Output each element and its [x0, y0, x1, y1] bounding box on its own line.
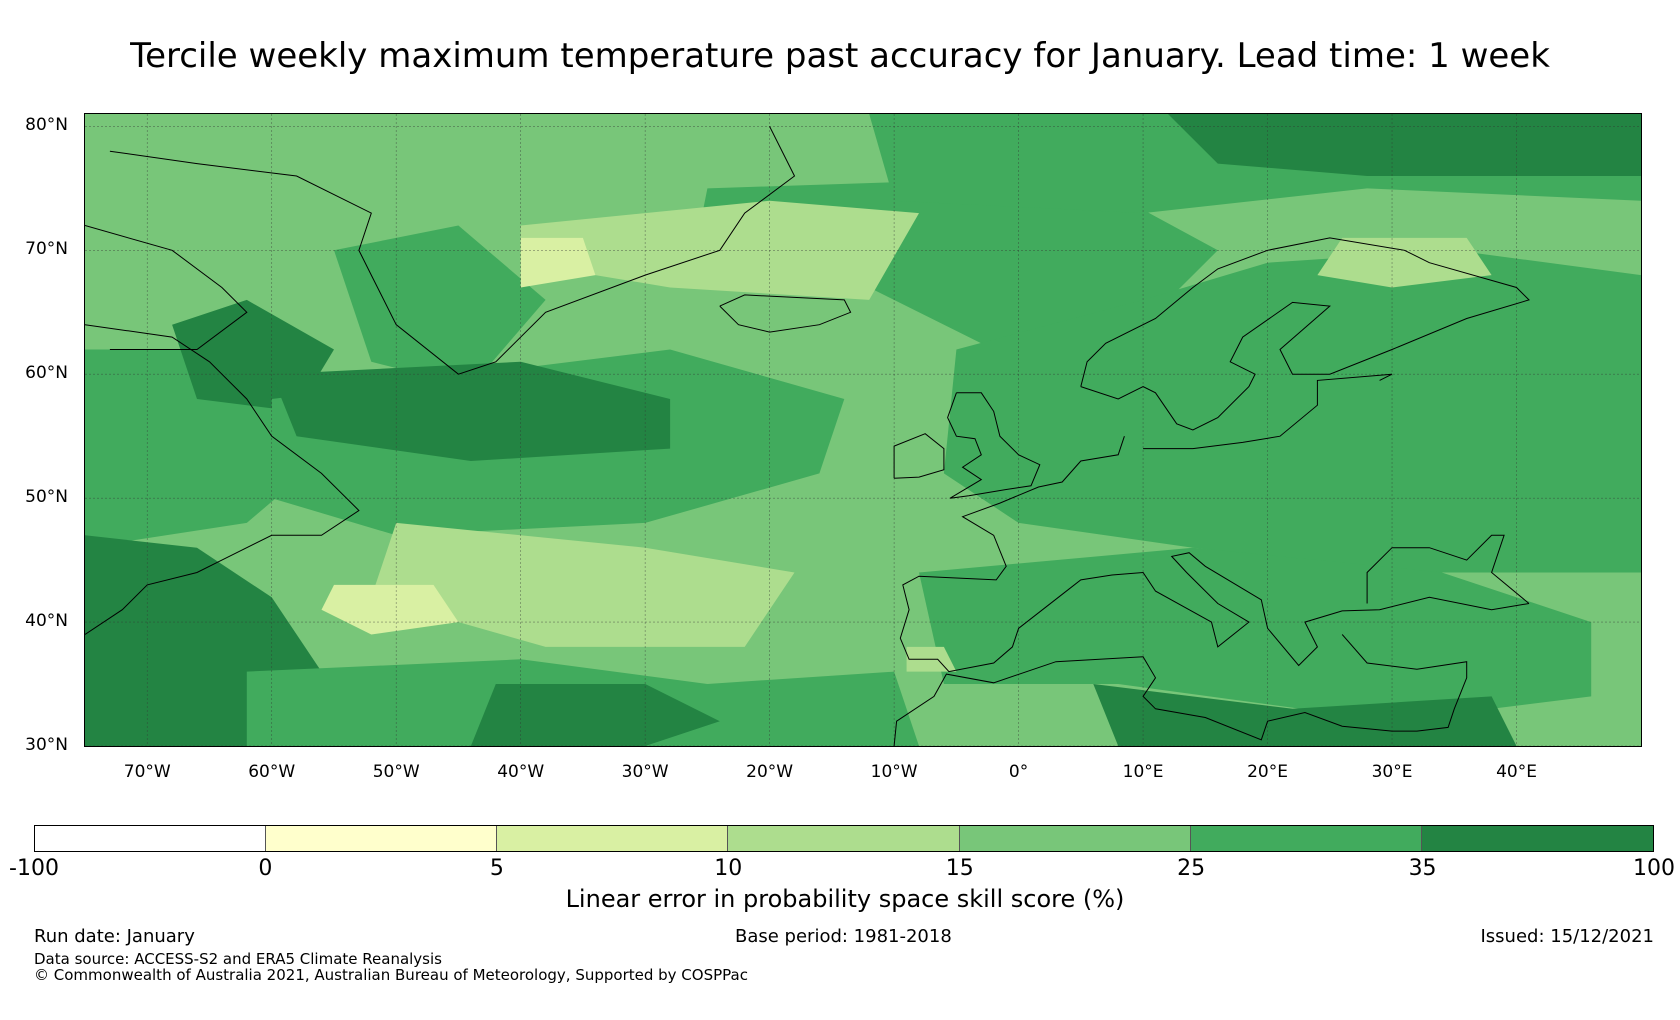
coast-baffin [85, 225, 248, 350]
lon-tick-label: 10°E [1122, 762, 1164, 782]
lon-tick-label: 0° [1008, 762, 1029, 782]
lon-tick-label: 50°W [372, 762, 420, 782]
coast-europe [1143, 373, 1393, 450]
skill-region-lapland-weak [1317, 237, 1492, 288]
skill-region-iceland-weak [520, 237, 596, 288]
coast-west-europe [899, 436, 1530, 673]
skill-region-mediterranean [919, 547, 1592, 722]
coast-scandinavia [1080, 237, 1530, 431]
run-date: Run date: January [34, 926, 195, 947]
lon-tick-label: 30°E [1371, 762, 1413, 782]
colorbar-segment [35, 826, 267, 851]
coast-north-america [85, 324, 360, 635]
colorbar-tick-label: 15 [945, 856, 974, 881]
skill-region-arctic-east-strong [1168, 114, 1641, 176]
data-source: Data source: ACCESS-S2 and ERA5 Climate … [34, 950, 442, 968]
skill-region-azores-weak [371, 522, 795, 647]
coast-ireland [893, 433, 945, 479]
coast-north-africa [893, 634, 1468, 746]
skill-region-europe-east [943, 250, 1641, 573]
lon-tick-label: 60°W [248, 762, 296, 782]
skill-region-atlantic-40n-weak [321, 584, 459, 635]
lat-tick-label: 80°N [25, 115, 68, 136]
base-period: Base period: 1981-2018 [735, 926, 952, 947]
lat-tick-label: 70°N [25, 239, 68, 260]
colorbar-tick-label: 35 [1408, 856, 1437, 881]
lon-tick-label: 20°E [1247, 762, 1288, 782]
colorbar-tick-label: 10 [714, 856, 743, 881]
colorbar-segment [1190, 826, 1422, 851]
skill-map [84, 113, 1642, 747]
colorbar-tick-label: -100 [9, 856, 59, 881]
colorbar-segment [1421, 826, 1653, 851]
coast-iceland [719, 294, 852, 333]
colorbar-label: Linear error in probability space skill … [565, 885, 1125, 913]
coast-black-sea [1366, 534, 1530, 604]
lon-tick-label: 30°W [621, 762, 669, 782]
colorbar-tick-label: 100 [1633, 856, 1675, 881]
lat-tick-label: 30°N [25, 735, 68, 755]
colorbar [34, 825, 1654, 852]
lat-tick-label: 50°N [25, 487, 68, 508]
lon-tick-label: 10°W [870, 762, 918, 782]
colorbar-segment [497, 826, 729, 851]
skill-region-greenland-south [334, 225, 546, 387]
skill-map-canvas [85, 114, 1641, 746]
colorbar-segment [728, 826, 960, 851]
colorbar-tick-label: 5 [489, 856, 504, 881]
lon-tick-label: 40°W [497, 762, 545, 782]
skill-region-north-africa-strong [1093, 684, 1517, 746]
colorbar-segment [266, 826, 498, 851]
colorbar-tick-label: 25 [1177, 856, 1206, 881]
chart-title: Tercile weekly maximum temperature past … [130, 36, 1550, 76]
coast-uk [947, 392, 1041, 499]
skill-region-n-atlantic-strong [271, 361, 671, 461]
lon-tick-label: 20°W [746, 762, 794, 782]
colorbar-segment [959, 826, 1191, 851]
lon-tick-label: 70°W [123, 762, 171, 782]
lat-tick-label: 60°N [25, 363, 68, 384]
colorbar-tick-label: 0 [258, 856, 273, 881]
skill-region-subtropic-strong [470, 684, 720, 746]
coast-greenland [109, 126, 796, 375]
lat-tick-label: 40°N [25, 611, 68, 632]
issued-date: Issued: 15/12/2021 [1480, 926, 1654, 947]
copyright: © Commonwealth of Australia 2021, Austra… [34, 966, 748, 984]
lon-tick-label: 40°E [1496, 762, 1537, 782]
